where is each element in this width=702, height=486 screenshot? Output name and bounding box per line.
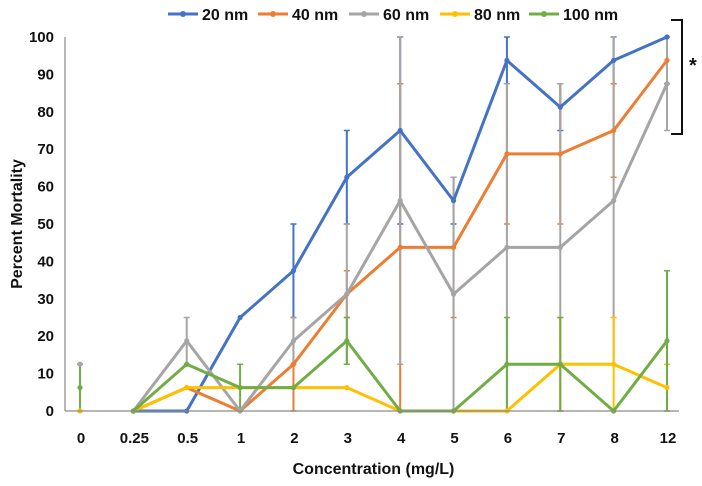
y-tick-label: 10 [37,366,54,383]
y-tick-label: 40 [37,253,54,270]
y-tick-label: 20 [37,328,54,345]
significance-star: * [689,55,697,77]
legend-label: 80 nm [474,7,520,24]
data-point-100-nm [184,361,190,367]
legend-marker [180,11,186,17]
y-axis-title: Percent Mortality [9,159,26,289]
data-point-60-nm [450,291,457,297]
data-point-40-nm [397,244,403,250]
legend-label: 20 nm [202,7,248,24]
x-tick-label: 7 [557,430,565,447]
y-tick-label: 100 [29,29,54,46]
data-point-60-nm [397,198,403,204]
data-point-60-nm [184,338,190,344]
x-axis-title: Concentration (mg/L) [293,461,455,478]
legend-label: 100 nm [563,7,618,24]
legend-label: 40 nm [292,7,338,24]
x-tick-labels: 0 0.25 0.5 1 2 3 4 5 6 7 8 12 [77,430,677,447]
legend-marker [361,11,367,17]
x-tick-label: 8 [610,430,618,447]
data-point-60-nm [344,291,350,297]
data-point-100-nm [344,338,350,344]
data-point-40-nm [557,151,563,157]
data-point-20-nm [344,174,350,180]
data-point-20-nm [237,314,243,321]
y-tick-label: 30 [37,291,54,308]
data-point-60-nm [557,244,563,250]
legend-marker [452,11,458,17]
x-tick-label: 1 [237,430,245,447]
y-tick-label: 60 [37,179,54,196]
x-tick-label: 0.25 [120,430,149,447]
x-tick-label: 4 [397,430,406,447]
y-tick-label: 80 [37,104,54,121]
data-point-20-nm [557,104,563,110]
y-tick-label: 50 [37,216,54,233]
x-tick-label: 3 [344,430,352,447]
legend: 20 nm 40 nm 60 nm 80 nm 100 nm [168,7,618,24]
data-point-100-nm [77,385,83,391]
legend-marker [541,11,547,17]
data-point-40-nm [611,127,617,134]
data-point-40-nm [450,244,457,250]
data-point-100-nm [504,361,510,367]
significance-bracket: * [671,19,697,135]
data-point-20-nm [450,198,457,204]
data-point-80-nm [664,385,670,391]
series-lines [77,34,670,414]
significance-bracket-line [671,19,683,135]
x-tick-label: 12 [660,430,677,447]
data-point-60-nm [664,81,670,87]
legend-marker [270,11,276,17]
data-point-60-nm [77,361,83,367]
data-point-100-nm [290,385,297,391]
data-point-100-nm [237,385,243,391]
x-tick-label: 0.5 [177,430,198,447]
y-tick-labels: 0 10 20 30 40 50 60 70 80 90 100 [29,29,54,420]
axes [64,37,679,412]
data-point-20-nm [664,34,670,40]
y-tick-label: 0 [46,403,54,420]
data-point-20-nm [290,268,297,274]
y-tick-label: 90 [37,66,54,83]
x-tick-label: 0 [77,430,85,447]
error-bars [77,36,670,412]
data-point-20-nm [504,57,510,63]
x-tick-label: 5 [450,430,458,447]
data-point-80-nm [344,385,350,391]
data-point-80-nm [184,385,190,391]
data-point-60-nm [290,338,297,344]
data-point-60-nm [611,198,617,204]
data-point-40-nm [664,57,670,63]
data-point-100-nm [557,361,563,367]
data-point-40-nm [290,361,297,367]
data-point-60-nm [504,244,510,250]
data-point-80-nm [611,361,617,367]
x-tick-label: 2 [290,430,298,447]
data-point-20-nm [397,127,403,134]
data-point-100-nm [664,338,670,344]
y-tick-label: 70 [37,141,54,158]
legend-label: 60 nm [383,7,429,24]
data-point-40-nm [504,151,510,157]
x-tick-label: 6 [504,430,512,447]
data-point-20-nm [611,57,617,63]
